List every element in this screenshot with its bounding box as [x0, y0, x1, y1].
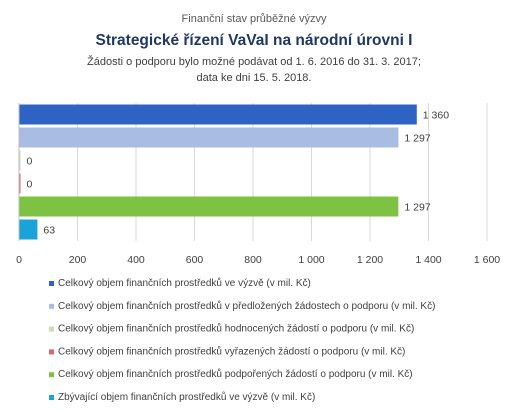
data-labels: 1 360 1 297 0 0 1 297 63 — [27, 110, 450, 237]
legend: Celkový objem finančních prostředků ve v… — [49, 277, 435, 403]
chart-subtitle-line-2: data ke dni 15. 5. 2018. — [197, 72, 312, 84]
x-tick-label: 1 400 — [415, 254, 441, 266]
chart-title: Strategické řízení VaVaI na národní úrov… — [96, 32, 413, 49]
x-tick-label: 1 200 — [357, 254, 383, 266]
bar — [19, 196, 399, 217]
x-tick-label: 1 000 — [298, 254, 324, 266]
bar — [19, 127, 399, 148]
bar — [19, 219, 38, 240]
legend-swatch — [49, 395, 54, 400]
legend-swatch — [49, 303, 54, 309]
legend-entry: Celkový objem finančních prostředků podp… — [58, 368, 413, 380]
data-label: 0 — [27, 179, 33, 191]
data-label: 0 — [27, 156, 33, 168]
legend-entry: Celkový objem finančních prostředků v př… — [58, 300, 435, 312]
x-tick-label: 400 — [127, 254, 145, 266]
legend-swatch — [49, 372, 54, 378]
data-label: 1 297 — [404, 133, 430, 145]
bars — [19, 104, 417, 240]
legend-swatch — [49, 326, 54, 332]
bar — [19, 150, 21, 171]
bar — [19, 173, 21, 194]
legend-entry: Celkový objem finančních prostředků vyřa… — [58, 345, 405, 357]
chart-supertitle: Finanční stav průběžné výzvy — [182, 13, 327, 25]
legend-entry: Celkový objem finančních prostředků hodn… — [58, 323, 414, 335]
legend-swatch — [49, 349, 54, 355]
data-label: 1 297 — [404, 202, 430, 214]
x-tick-label: 200 — [69, 254, 87, 266]
x-axis-ticks: 0 200 400 600 800 1 000 1 200 1 400 1 600 — [16, 254, 500, 266]
legend-entry: Zbývající objem finančních prostředků ve… — [58, 391, 315, 403]
bar — [19, 104, 417, 125]
x-tick-label: 1 600 — [474, 254, 500, 266]
legend-entry: Celkový objem finančních prostředků ve v… — [58, 277, 311, 289]
data-label: 1 360 — [423, 110, 449, 122]
gridlines — [77, 103, 488, 241]
x-tick-label: 600 — [186, 254, 204, 266]
data-label: 63 — [43, 225, 55, 237]
legend-swatch — [49, 281, 54, 286]
x-tick-label: 0 — [16, 254, 22, 266]
chart-subtitle-line-1: Žádosti o podporu bylo možné podávat od … — [87, 55, 421, 68]
x-tick-label: 800 — [244, 254, 262, 266]
